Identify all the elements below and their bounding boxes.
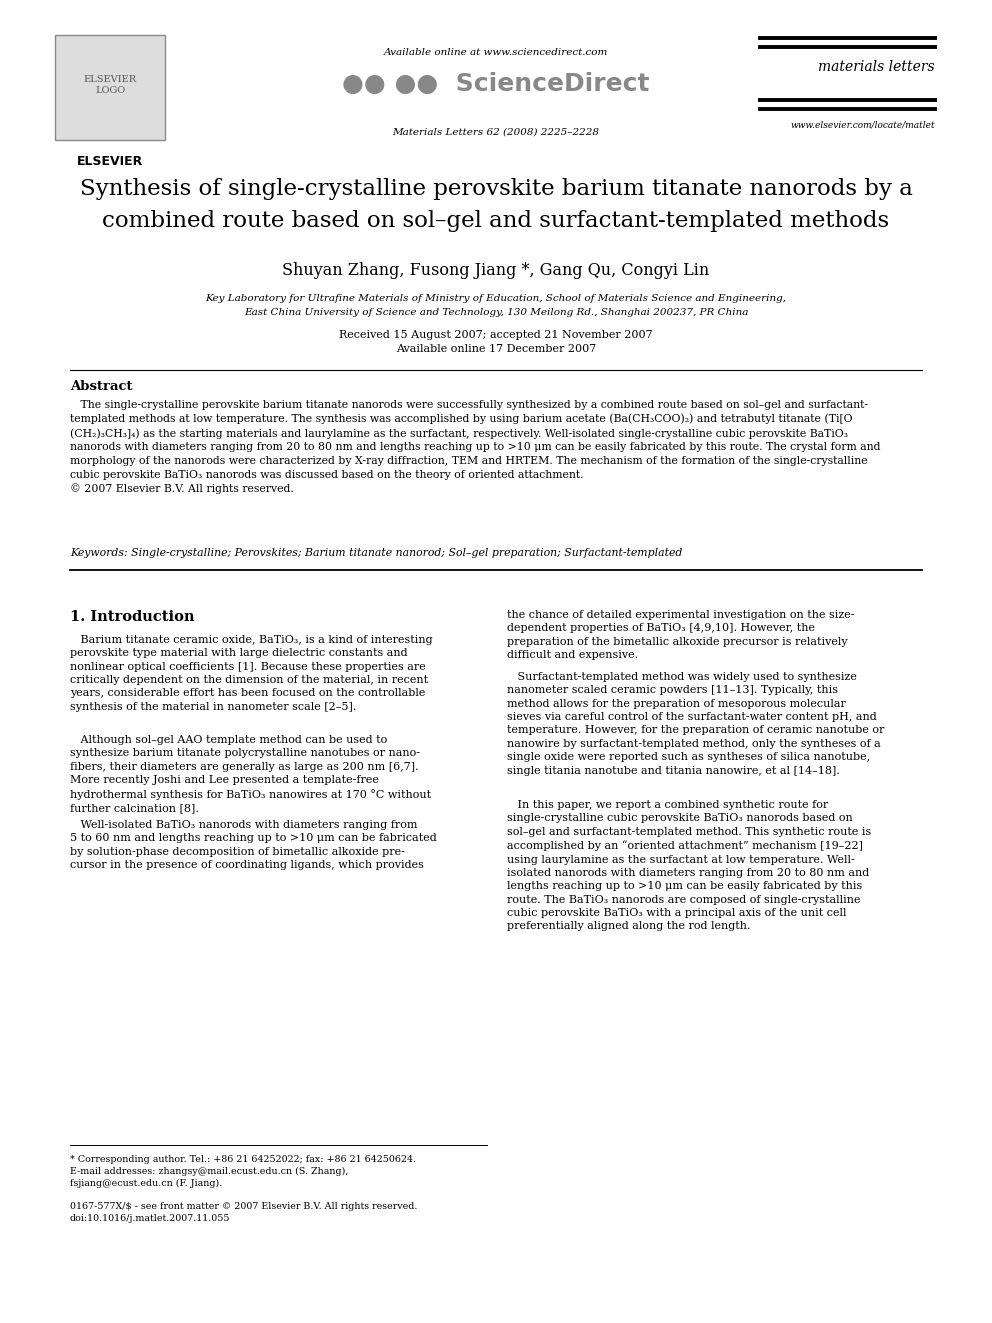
- Bar: [55, 34, 165, 140]
- Text: combined route based on sol–gel and surfactant-templated methods: combined route based on sol–gel and surf…: [102, 210, 890, 232]
- Text: Well-isolated BaTiO₃ nanorods with diameters ranging from
5 to 60 nm and lengths: Well-isolated BaTiO₃ nanorods with diame…: [70, 820, 436, 871]
- Text: Keywords: Single-crystalline; Perovskites; Barium titanate nanorod; Sol–gel prep: Keywords: Single-crystalline; Perovskite…: [70, 548, 682, 558]
- Text: * Corresponding author. Tel.: +86 21 64252022; fax: +86 21 64250624.: * Corresponding author. Tel.: +86 21 642…: [70, 1155, 416, 1164]
- Text: ●● ●●  ScienceDirect: ●● ●● ScienceDirect: [342, 71, 650, 97]
- Text: materials letters: materials letters: [818, 60, 935, 74]
- Text: 0167-577X/$ - see front matter © 2007 Elsevier B.V. All rights reserved.: 0167-577X/$ - see front matter © 2007 El…: [70, 1203, 418, 1211]
- Text: Available online at www.sciencedirect.com: Available online at www.sciencedirect.co…: [384, 48, 608, 57]
- Text: Materials Letters 62 (2008) 2225–2228: Materials Letters 62 (2008) 2225–2228: [393, 128, 599, 138]
- Text: www.elsevier.com/locate/matlet: www.elsevier.com/locate/matlet: [791, 120, 935, 130]
- Text: Received 15 August 2007; accepted 21 November 2007: Received 15 August 2007; accepted 21 Nov…: [339, 329, 653, 340]
- Text: doi:10.1016/j.matlet.2007.11.055: doi:10.1016/j.matlet.2007.11.055: [70, 1215, 230, 1222]
- Text: Key Laboratory for Ultrafine Materials of Ministry of Education, School of Mater: Key Laboratory for Ultrafine Materials o…: [205, 294, 787, 303]
- Text: Barium titanate ceramic oxide, BaTiO₃, is a kind of interesting
perovskite type : Barium titanate ceramic oxide, BaTiO₃, i…: [70, 635, 433, 712]
- Text: ELSEVIER: ELSEVIER: [76, 155, 143, 168]
- Text: Synthesis of single-crystalline perovskite barium titanate nanorods by a: Synthesis of single-crystalline perovski…: [79, 179, 913, 200]
- Text: Available online 17 December 2007: Available online 17 December 2007: [396, 344, 596, 355]
- Text: Surfactant-templated method was widely used to synthesize
nanometer scaled ceram: Surfactant-templated method was widely u…: [507, 672, 885, 775]
- Text: ELSEVIER
LOGO: ELSEVIER LOGO: [83, 75, 137, 95]
- Text: 1. Introduction: 1. Introduction: [70, 610, 194, 624]
- Text: E-mail addresses: zhangsy@mail.ecust.edu.cn (S. Zhang),: E-mail addresses: zhangsy@mail.ecust.edu…: [70, 1167, 348, 1176]
- Text: In this paper, we report a combined synthetic route for
single-crystalline cubic: In this paper, we report a combined synt…: [507, 800, 871, 931]
- Text: The single-crystalline perovskite barium titanate nanorods were successfully syn: The single-crystalline perovskite barium…: [70, 400, 881, 495]
- Text: East China University of Science and Technology, 130 Meilong Rd., Shanghai 20023: East China University of Science and Tec…: [244, 308, 748, 318]
- Text: Although sol–gel AAO template method can be used to
synthesize barium titanate p: Although sol–gel AAO template method can…: [70, 736, 432, 814]
- Text: the chance of detailed experimental investigation on the size-
dependent propert: the chance of detailed experimental inve…: [507, 610, 854, 660]
- Text: Abstract: Abstract: [70, 380, 133, 393]
- Text: Shuyan Zhang, Fusong Jiang *, Gang Qu, Congyi Lin: Shuyan Zhang, Fusong Jiang *, Gang Qu, C…: [283, 262, 709, 279]
- Text: fsjiang@ecust.edu.cn (F. Jiang).: fsjiang@ecust.edu.cn (F. Jiang).: [70, 1179, 222, 1188]
